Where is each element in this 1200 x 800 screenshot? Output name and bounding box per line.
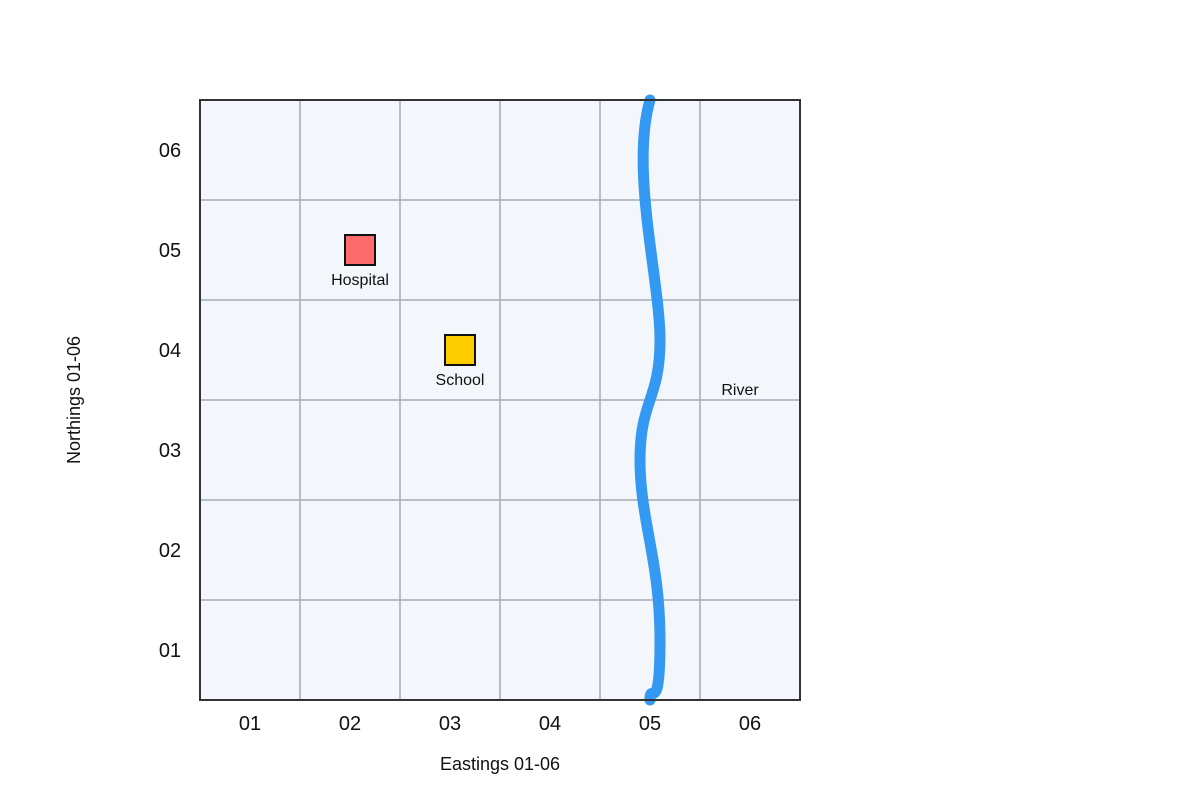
northing-tick-label: 04	[159, 340, 181, 362]
easting-tick-label: 01	[239, 713, 261, 735]
hospital-label: Hospital	[331, 272, 389, 289]
easting-tick-labels: 01 02 03 04 05 06	[239, 713, 761, 735]
school-label: School	[436, 372, 485, 389]
northing-tick-label: 02	[159, 540, 181, 562]
x-axis-title: Eastings 01-06	[440, 754, 560, 774]
easting-tick-label: 02	[339, 713, 361, 735]
easting-tick-label: 06	[739, 713, 761, 735]
river-label: River	[721, 382, 759, 399]
northing-tick-label: 06	[159, 140, 181, 162]
northing-tick-label: 05	[159, 240, 181, 262]
easting-tick-label: 03	[439, 713, 461, 735]
northing-tick-labels: 01 02 03 04 05 06	[159, 140, 181, 662]
easting-tick-label: 04	[539, 713, 561, 735]
school-marker	[445, 335, 475, 365]
northing-tick-label: 03	[159, 440, 181, 462]
easting-tick-label: 05	[639, 713, 661, 735]
hospital-marker	[345, 235, 375, 265]
y-axis-title: Northings 01-06	[64, 336, 84, 464]
northing-tick-label: 01	[159, 640, 181, 662]
